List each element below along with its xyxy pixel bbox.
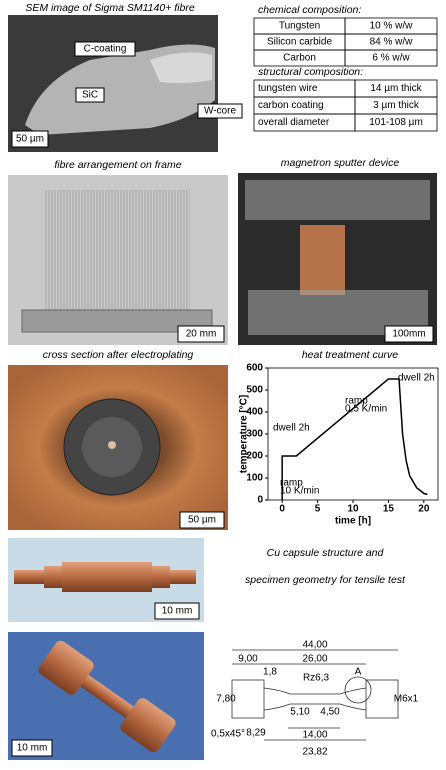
table-text: 10 % w/w [370,21,414,32]
y-tick-label: 500 [246,385,263,396]
dimension-label: 9,00 [238,654,258,665]
x-tick-label: 0 [279,504,285,515]
dimension-label: 5,10 [290,707,310,718]
capsule [44,566,62,588]
foil [245,180,430,220]
x-axis-label: time [h] [335,516,371,527]
y-tick-label: 0 [257,495,263,506]
table-text: overall diameter [258,117,330,128]
dimension-label: 0,5x45° [211,729,245,740]
table-title: structural composition: [258,66,363,78]
target [300,225,345,295]
fibres [45,190,190,310]
table-text: Carbon [283,53,316,64]
annotation: dwell 2h [273,423,310,434]
capsule [170,570,196,584]
table-text: Tungsten [279,21,320,32]
y-tick-label: 600 [246,363,263,374]
y-tick-label: 100 [246,473,263,484]
scale-label: 20 mm [186,329,217,340]
table-text: 3 µm thick [373,100,420,111]
dimension-label: 23,82 [302,747,327,758]
scale-label: 10 mm [17,743,48,754]
dimension-label: 7,80 [216,694,236,705]
annotation: 10 K/min [280,486,319,497]
dimension-label: M6x1 [394,694,419,705]
x-tick-label: 15 [383,504,395,515]
figure-page: SEM image of Sigma SM1140+ fibre chemica… [0,0,446,765]
w-core [108,441,116,449]
dimension-label: Rz6,3 [303,673,330,684]
table-text: 84 % w/w [370,37,414,48]
annotation: 0,5 K/min [345,404,387,415]
scale-label: 50 µm [188,515,216,526]
table-text: 101-108 µm [369,117,423,128]
capsule [152,566,170,588]
dimension-label: 26,00 [302,654,327,665]
chart-title: heat treatment curve [302,349,398,361]
scale-label: 50 µm [16,134,44,145]
x-tick-label: 20 [418,504,430,515]
x-tick-label: 10 [347,504,359,515]
sem-label: SiC [82,90,98,101]
sem-label: C-coating [84,44,127,55]
capsule [62,562,152,592]
caption: fibre arrangement on frame [54,159,181,171]
dimension-label: 1,8 [263,667,277,678]
table-text: 14 µm thick [370,83,422,94]
dimension-label: A [355,667,362,678]
scale-label: 10 mm [162,606,193,617]
table-text: carbon coating [258,100,324,111]
description: Cu capsule structure and [267,547,385,559]
dimension-label: 14,00 [302,730,327,741]
sem-label: W-core [204,106,236,117]
dimension-label: 44,00 [302,640,327,651]
table-title: chemical composition: [258,4,361,16]
annotation: dwell 2h [398,373,435,384]
description: specimen geometry for tensile test [245,574,406,586]
table-text: 6 % w/w [372,53,410,64]
y-axis-label: temperature [°C] [239,395,250,473]
caption: SEM image of Sigma SM1140+ fibre [25,2,195,14]
caption: magnetron sputter device [281,157,400,169]
x-tick-label: 5 [315,504,321,515]
table-text: Silicon carbide [267,37,332,48]
table-text: tungsten wire [258,83,318,94]
capsule [14,570,44,584]
scale-label: 100mm [392,329,425,340]
dimension-label: 8,29 [246,728,266,739]
dimension-label: 4,50 [320,707,340,718]
caption: cross section after electroplating [43,349,194,361]
